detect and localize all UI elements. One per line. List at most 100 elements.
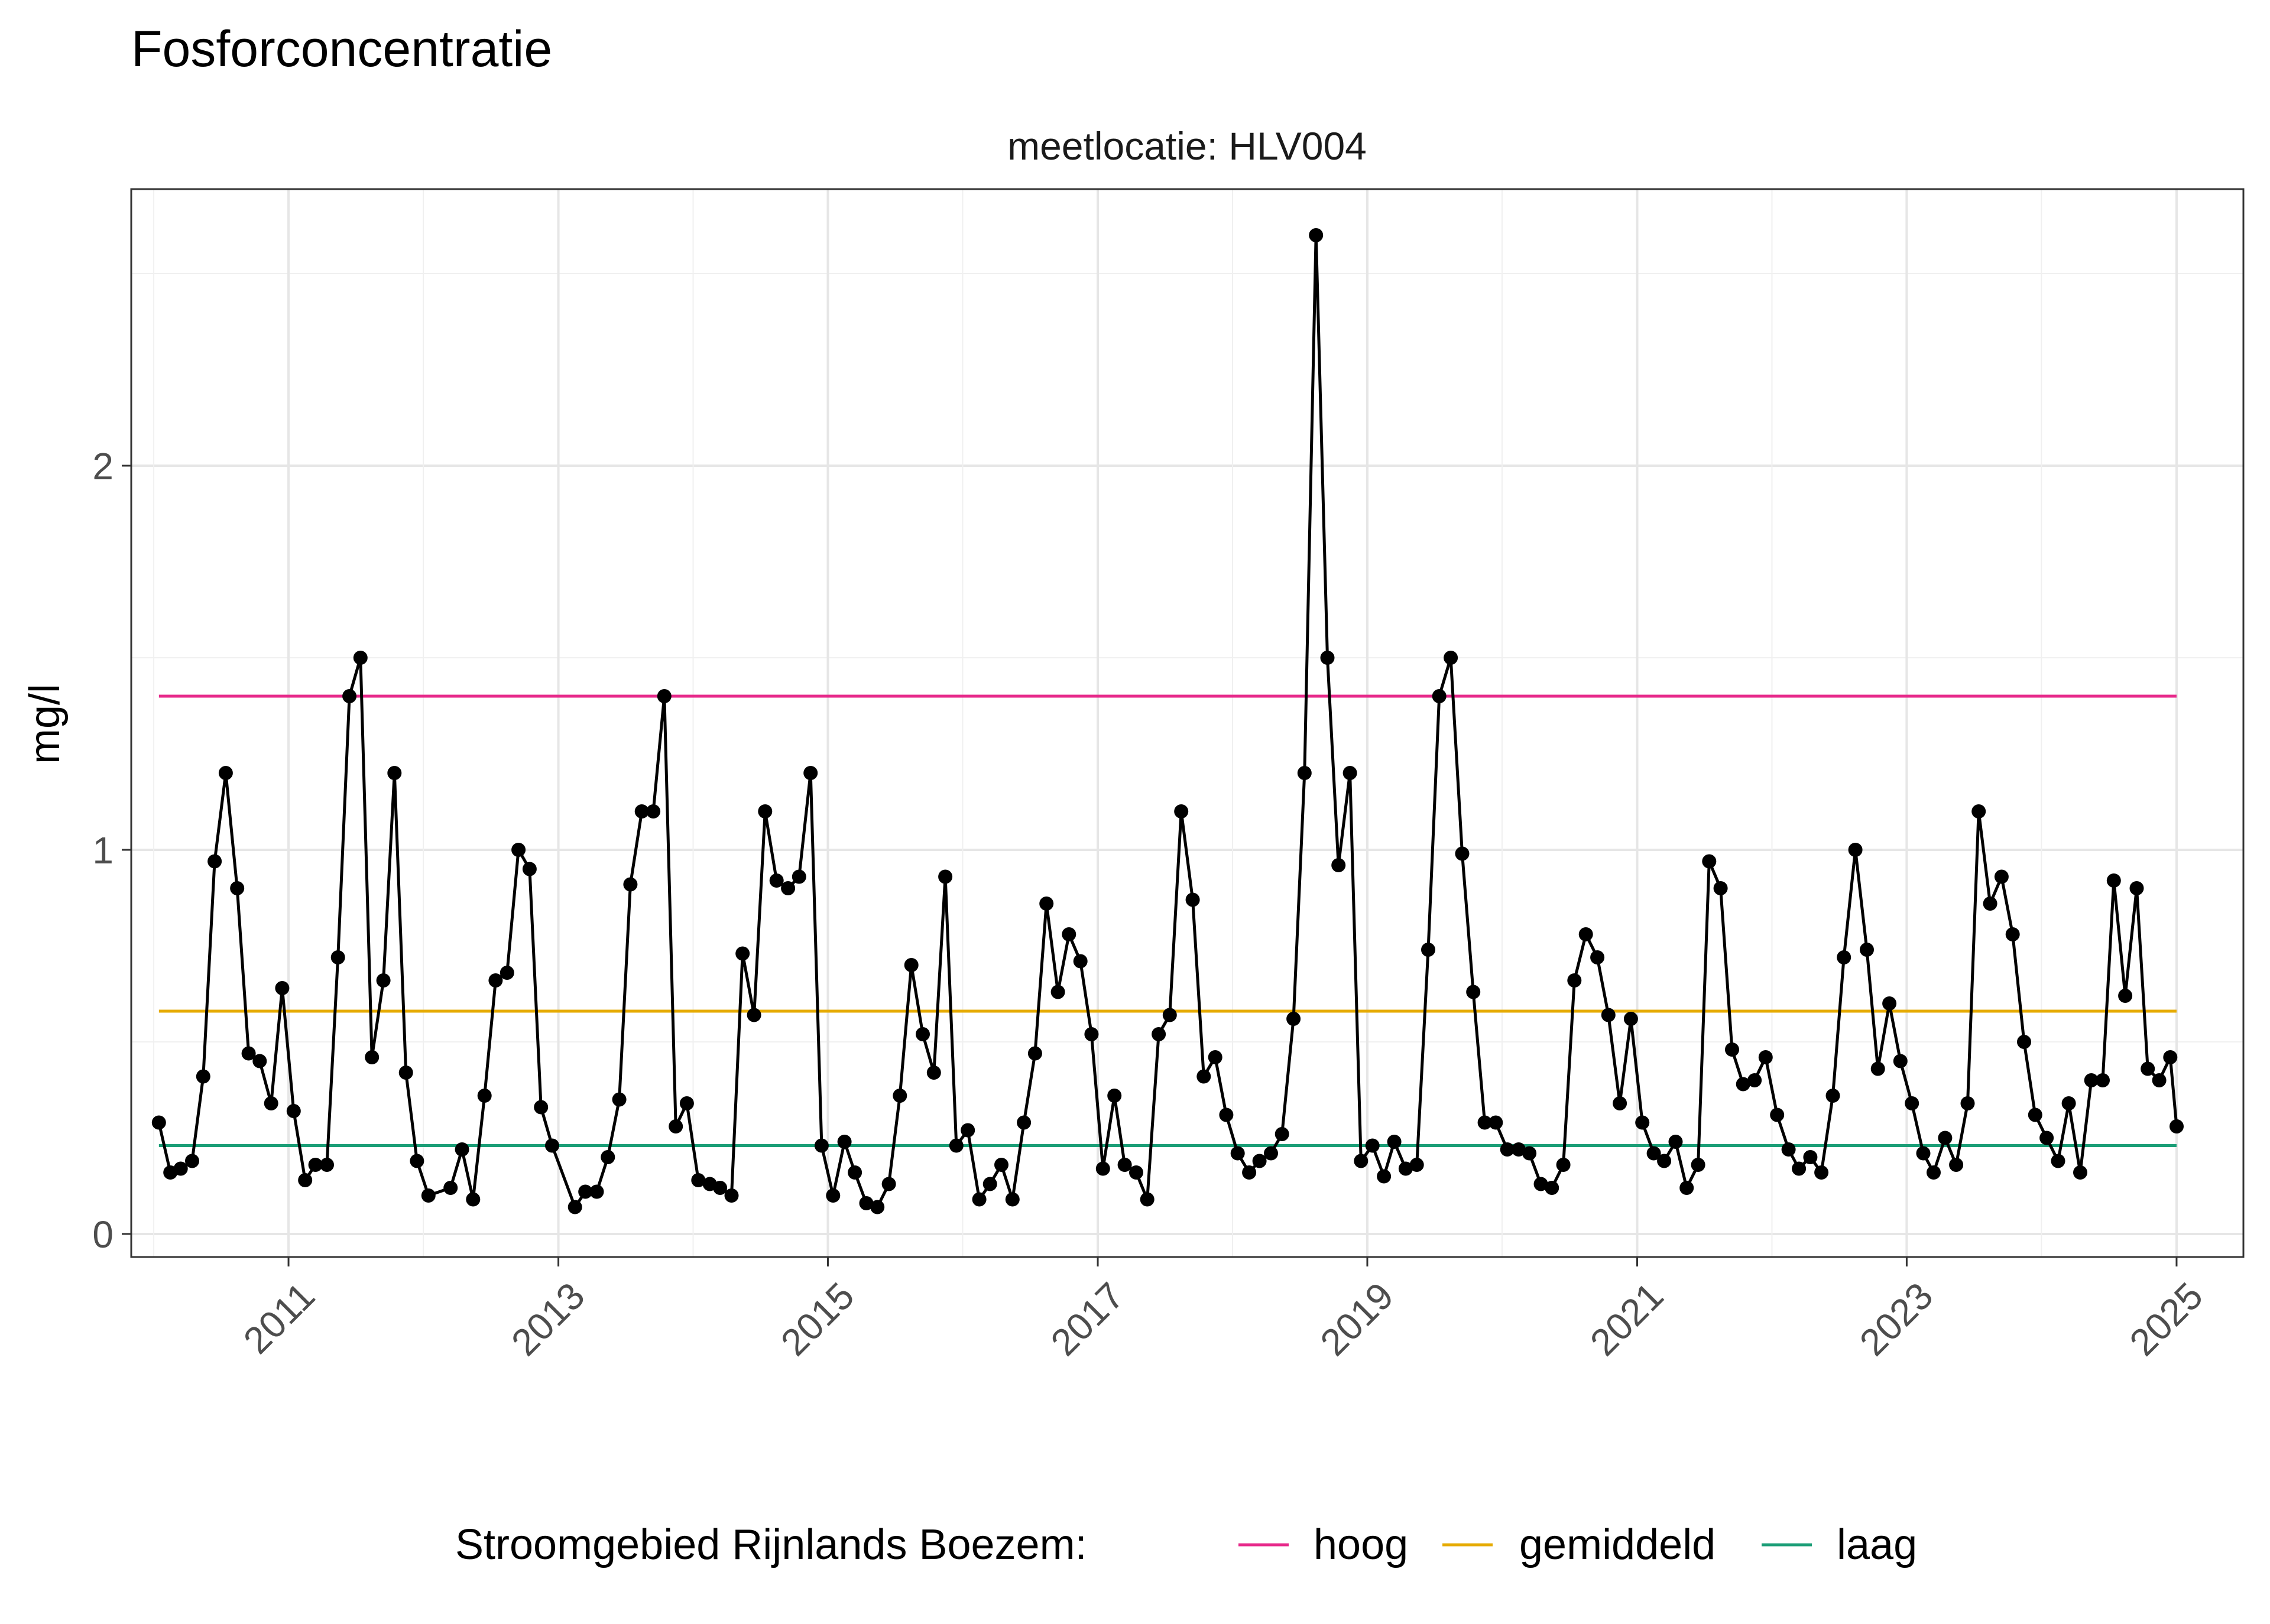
legend-label-gemiddeld: gemiddeld	[1519, 1521, 1716, 1568]
data-point	[477, 1089, 492, 1103]
data-point	[365, 1050, 380, 1064]
x-tick-label: 2023	[1851, 1274, 1941, 1364]
data-point	[2051, 1154, 2065, 1168]
data-point	[2141, 1061, 2155, 1076]
data-point	[1522, 1146, 1537, 1161]
data-point	[1140, 1192, 1155, 1207]
data-point	[893, 1089, 907, 1103]
data-point	[938, 869, 953, 884]
data-point	[2163, 1050, 2178, 1064]
data-point	[601, 1150, 615, 1164]
data-point	[1983, 897, 1997, 911]
data-point	[646, 804, 661, 819]
data-point	[1668, 1135, 1683, 1149]
y-axis: 0 1 2	[92, 445, 131, 1256]
x-tick-label: 2017	[1043, 1274, 1133, 1364]
data-point	[2005, 927, 2020, 941]
data-point	[679, 1096, 694, 1110]
data-point	[1814, 1165, 1829, 1180]
data-point	[1252, 1154, 1267, 1168]
reference-lines	[158, 694, 2177, 1147]
data-point	[230, 881, 245, 895]
data-point	[994, 1158, 1008, 1172]
legend-label-hoog: hoog	[1314, 1521, 1408, 1568]
data-point	[2118, 989, 2133, 1003]
data-point	[1500, 1142, 1515, 1157]
data-point	[1927, 1165, 1941, 1180]
data-point	[1938, 1131, 1953, 1145]
data-point	[578, 1184, 593, 1199]
data-point	[1702, 854, 1717, 869]
x-tick-label: 2011	[235, 1274, 323, 1362]
data-point	[1770, 1107, 1785, 1122]
data-point	[1747, 1073, 1762, 1087]
data-point	[1185, 892, 1200, 907]
data-point	[410, 1154, 424, 1168]
data-point	[1039, 897, 1054, 911]
data-point	[1916, 1146, 1931, 1161]
data-point	[1657, 1154, 1672, 1168]
data-point	[2152, 1073, 2167, 1087]
data-point	[1062, 927, 1076, 941]
data-point	[758, 804, 773, 819]
y-axis-label: mg/l	[21, 684, 69, 764]
data-point	[961, 1123, 975, 1138]
data-point	[1905, 1096, 1919, 1110]
data-point	[1354, 1154, 1369, 1168]
data-point	[298, 1173, 313, 1187]
data-point	[713, 1181, 728, 1195]
data-point	[342, 689, 357, 703]
data-point	[1387, 1135, 1402, 1149]
data-point	[545, 1138, 559, 1153]
data-point	[1152, 1027, 1166, 1041]
data-point	[657, 689, 672, 703]
data-point	[2170, 1119, 2184, 1133]
legend-title: Stroomgebied Rijnlands Boezem:	[455, 1521, 1087, 1568]
data-point	[949, 1138, 964, 1153]
data-point	[207, 854, 222, 869]
data-point	[1129, 1165, 1143, 1180]
data-point	[387, 766, 402, 780]
legend-label-laag: laag	[1837, 1521, 1917, 1568]
x-axis: 2011 2013 2015 2017 2019 2021 2023 2025	[235, 1257, 2211, 1364]
data-point	[308, 1158, 323, 1172]
y-tick-label: 1	[92, 829, 114, 872]
y-tick-label: 0	[92, 1213, 114, 1256]
data-point	[1208, 1050, 1222, 1064]
data-point	[926, 1066, 941, 1080]
x-tick-label: 2025	[2121, 1274, 2211, 1364]
data-point	[522, 862, 537, 876]
data-point	[1027, 1046, 1042, 1061]
data-point	[1398, 1161, 1413, 1176]
chart-title: Fosforconcentratie	[131, 21, 552, 77]
data-point	[455, 1142, 469, 1157]
data-point	[982, 1177, 997, 1191]
data-point	[1095, 1161, 1110, 1176]
data-point	[1613, 1096, 1627, 1110]
data-point	[1421, 943, 1435, 957]
data-point	[443, 1181, 458, 1195]
data-point	[589, 1184, 604, 1199]
x-tick-label: 2021	[1582, 1274, 1672, 1364]
data-point	[1758, 1050, 1773, 1064]
data-point	[1556, 1158, 1571, 1172]
data-point	[2084, 1073, 2099, 1087]
data-point	[151, 1115, 166, 1130]
data-point	[747, 1008, 761, 1022]
facet-strip-label: meetlocatie: HLV004	[1007, 124, 1367, 168]
data-point	[2028, 1107, 2042, 1122]
data-point	[1297, 766, 1312, 780]
data-point	[1117, 1158, 1132, 1172]
data-point	[241, 1046, 256, 1061]
data-point	[1242, 1165, 1257, 1180]
data-point	[859, 1196, 874, 1210]
data-point	[972, 1192, 987, 1207]
data-point	[2039, 1131, 2054, 1145]
data-point	[1286, 1012, 1301, 1026]
data-point	[2061, 1096, 2076, 1110]
data-point	[1409, 1158, 1424, 1172]
data-point	[1691, 1158, 1705, 1172]
data-point	[634, 804, 649, 819]
